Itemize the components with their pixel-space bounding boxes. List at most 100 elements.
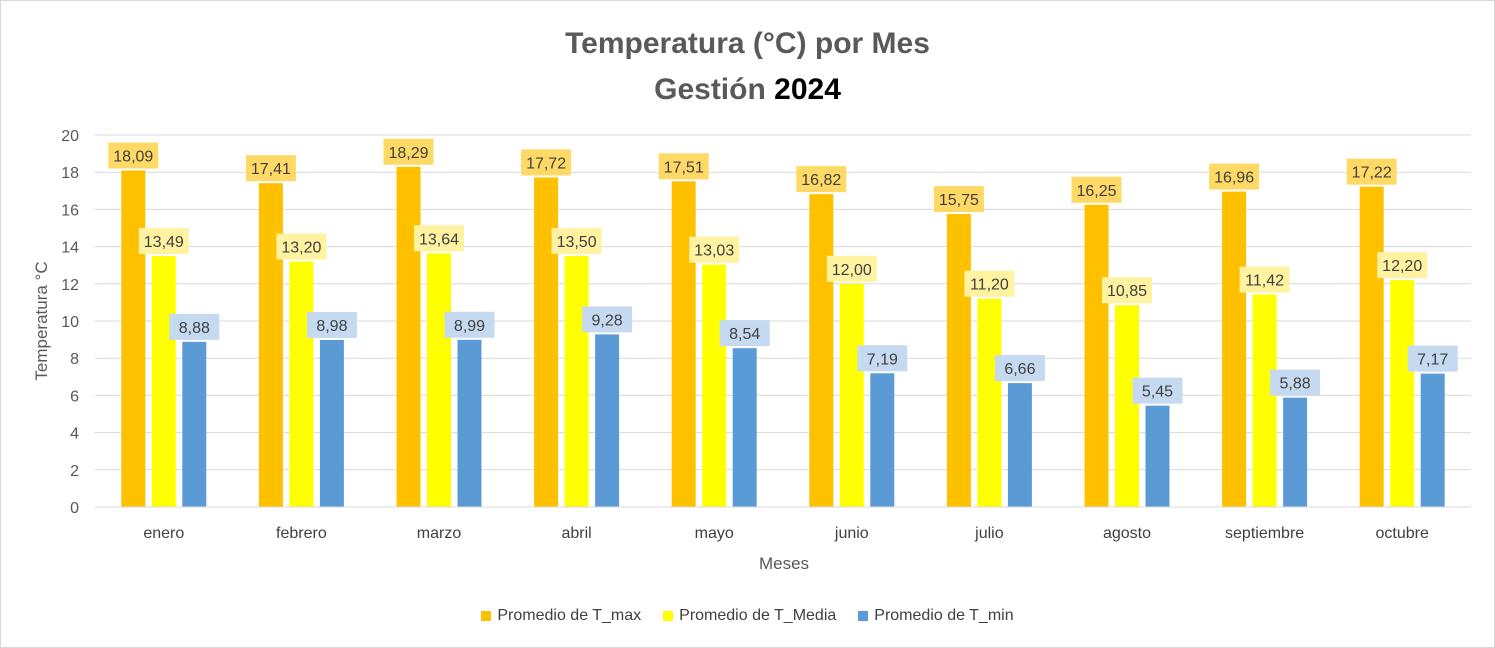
data-label-box — [689, 236, 740, 263]
bar — [671, 181, 696, 507]
data-label: 8,88 — [179, 320, 210, 337]
data-label-box — [826, 255, 877, 282]
x-tick-label: octubre — [1376, 525, 1429, 542]
bar — [1222, 191, 1247, 507]
legend-item: Promedio de T_Media — [663, 607, 836, 625]
data-label-box — [857, 345, 908, 372]
legend-item: Promedio de T_min — [858, 607, 1014, 625]
data-label-box — [582, 306, 633, 333]
y-tick-label: 14 — [61, 240, 79, 257]
legend-label: Promedio de T_max — [497, 607, 642, 624]
chart-plot: 18,09 13,49 8,88 17,41 13,20 8,98 18,29 13,64 8,… — [32, 128, 1471, 573]
y-tick-label: 12 — [61, 277, 79, 294]
y-tick-label: 4 — [70, 426, 79, 443]
data-label-box — [276, 233, 327, 260]
data-label-box — [796, 166, 847, 193]
bar — [1283, 397, 1308, 507]
bar — [1115, 305, 1139, 507]
data-label-box — [719, 320, 770, 347]
x-axis-label: Meses — [759, 554, 809, 573]
legend: Promedio de T_max Promedio de T_Media Prom… — [1, 607, 1494, 625]
data-label: 13,49 — [144, 234, 184, 251]
bar — [1007, 383, 1032, 507]
data-label-box — [444, 311, 495, 338]
data-label: 7,17 — [1417, 352, 1448, 369]
data-label-box — [383, 138, 434, 165]
y-tick-label: 16 — [61, 202, 79, 219]
bar — [946, 214, 971, 508]
data-label-box — [138, 228, 189, 255]
data-label: 17,22 — [1352, 165, 1392, 182]
data-label: 16,96 — [1214, 170, 1254, 187]
x-tick-label: junio — [834, 525, 869, 542]
data-label-box — [414, 225, 464, 252]
data-label: 17,72 — [526, 155, 566, 172]
data-label-box — [964, 270, 1015, 297]
bar — [732, 348, 757, 507]
data-label: 18,29 — [388, 145, 428, 162]
data-label: 7,19 — [867, 351, 898, 368]
data-label: 18,09 — [113, 149, 153, 166]
data-label: 12,00 — [832, 262, 872, 279]
bar — [1084, 204, 1109, 507]
data-label: 11,20 — [970, 277, 1009, 294]
legend-label: Promedio de T_Media — [679, 607, 837, 624]
data-label: 13,64 — [419, 231, 459, 248]
bar — [1145, 405, 1170, 507]
bar — [396, 166, 421, 507]
data-label: 16,82 — [801, 172, 841, 189]
y-axis-label: Temperatura °C — [32, 261, 51, 380]
bar — [1252, 294, 1277, 507]
data-label-box — [108, 142, 159, 169]
legend-swatch — [663, 611, 674, 621]
x-tick-label: enero — [143, 525, 184, 542]
x-tick-label: marzo — [417, 525, 462, 542]
data-label-box — [994, 355, 1045, 382]
data-label-box — [1239, 266, 1290, 293]
x-tick-label: abril — [561, 525, 591, 542]
data-label-box — [1377, 252, 1428, 279]
data-label-box — [933, 186, 984, 213]
bar — [809, 194, 834, 507]
data-label: 16,25 — [1076, 183, 1116, 200]
bar — [564, 255, 589, 507]
axes: 0 2 4 6 8 10 12 14 16 18 20 enero febrero marzo abril m… — [61, 128, 1471, 542]
bar — [1420, 373, 1445, 507]
bar — [457, 339, 482, 507]
bar — [534, 177, 559, 507]
x-tick-label: julio — [974, 525, 1004, 542]
data-label: 15,75 — [939, 192, 979, 209]
x-tick-label: febrero — [276, 525, 327, 542]
data-label-box — [1346, 158, 1397, 185]
x-tick-label: mayo — [695, 525, 734, 542]
data-label: 8,98 — [316, 318, 347, 335]
bar — [702, 264, 727, 507]
data-label: 17,51 — [664, 159, 704, 176]
bar — [1390, 280, 1415, 507]
bar — [1359, 186, 1384, 507]
data-label-box — [306, 311, 357, 338]
data-label: 11,42 — [1245, 273, 1284, 290]
bar — [121, 170, 146, 507]
x-tick-label: agosto — [1103, 525, 1151, 542]
y-tick-label: 18 — [61, 165, 79, 182]
data-label: 8,54 — [729, 326, 760, 343]
y-tick-label: 8 — [70, 351, 79, 368]
data-label: 5,88 — [1280, 376, 1311, 393]
data-label-box — [1407, 345, 1458, 372]
bar — [839, 283, 864, 507]
data-label-box — [1270, 369, 1321, 396]
data-label-box — [1071, 176, 1122, 203]
legend-label: Promedio de T_min — [874, 607, 1014, 624]
x-tick-label: septiembre — [1225, 525, 1304, 542]
data-label: 5,45 — [1142, 384, 1173, 401]
y-tick-label: 6 — [70, 388, 79, 405]
bar — [427, 253, 451, 507]
data-label-box — [169, 313, 220, 340]
data-label: 13,20 — [281, 239, 321, 256]
data-label: 8,99 — [454, 318, 485, 335]
bar — [595, 334, 620, 507]
y-tick-label: 20 — [61, 128, 79, 145]
data-label: 9,28 — [592, 312, 623, 329]
